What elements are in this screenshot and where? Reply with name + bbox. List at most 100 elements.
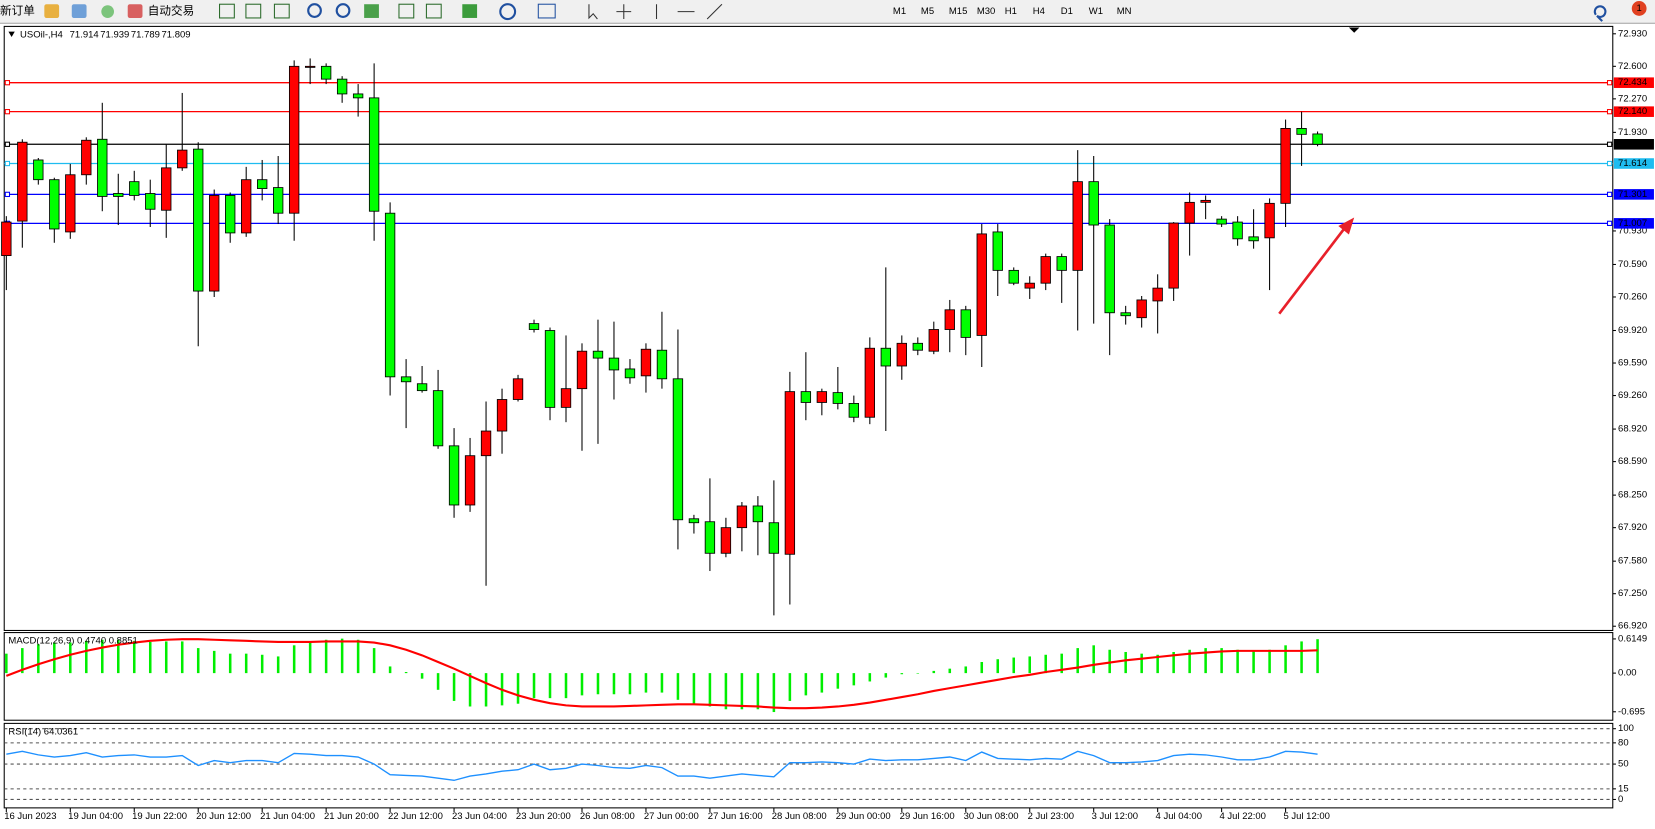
macd-bar (1252, 650, 1255, 674)
candle-body (1168, 222, 1179, 289)
candle-body (576, 350, 588, 390)
macd-bar (276, 656, 280, 674)
macd-panel (3, 632, 1614, 721)
candle-body (241, 179, 252, 234)
notification-badge[interactable] (1631, 1, 1647, 16)
candle-body (1040, 256, 1051, 284)
rsi-line (6, 750, 1318, 782)
shift-marker (1348, 27, 1360, 33)
search-icon[interactable] (1593, 5, 1607, 22)
macd-bar (244, 653, 248, 674)
macd-bar (724, 673, 728, 710)
timeframe-button[interactable]: M5 (921, 6, 934, 17)
macd-bar (388, 666, 392, 674)
candle-body (784, 391, 796, 555)
candle-body (320, 65, 332, 80)
icon[interactable] (245, 3, 262, 19)
timeframe-button[interactable]: D1 (1061, 6, 1073, 17)
macd-bar (468, 673, 472, 707)
icon[interactable] (537, 3, 556, 19)
macd-bar (101, 639, 104, 674)
x-tick-label: 3 Jul 12:00 (1092, 811, 1138, 822)
header-value: 71.809 (161, 29, 190, 40)
candle-body (448, 445, 460, 506)
icon[interactable] (44, 4, 60, 18)
icon[interactable] (616, 4, 632, 20)
icon[interactable] (588, 4, 598, 20)
candle-body (960, 309, 971, 338)
y-tick-label: 67.920 (1618, 522, 1647, 533)
y-tick-label: 69.590 (1618, 358, 1647, 369)
x-tick-label: 4 Jul 04:00 (1156, 811, 1202, 822)
macd-bar (1172, 651, 1175, 674)
macd-bar (1028, 656, 1031, 674)
candle-body (672, 378, 684, 521)
macd-bar (132, 640, 136, 674)
candle-body (304, 65, 316, 68)
macd-bar (1012, 657, 1016, 674)
macd-bar (1156, 654, 1159, 674)
icon[interactable] (364, 4, 379, 18)
macd-bar (356, 639, 360, 674)
timeframe-button[interactable]: H4 (1033, 6, 1045, 17)
macd-bar (644, 673, 648, 693)
macd-bar (324, 639, 328, 674)
timeframe-button[interactable]: W1 (1089, 6, 1103, 17)
macd-bar (884, 673, 888, 678)
macd-bar (37, 644, 40, 674)
macd-bar (772, 673, 776, 713)
candle-body (512, 378, 524, 400)
macd-bar (53, 642, 56, 674)
candle-body (1152, 287, 1163, 302)
candle-body (416, 383, 428, 392)
timeframe-button[interactable]: M1 (893, 6, 906, 17)
y-tick-label: 71.930 (1618, 127, 1647, 138)
candle-body (97, 138, 108, 197)
macd-bar (180, 641, 184, 674)
macd-bar (292, 645, 296, 674)
macd-bar (1188, 649, 1191, 674)
macd-bar (836, 673, 840, 689)
y-tick-label: 50 (1618, 759, 1629, 770)
icon[interactable] (499, 3, 517, 21)
icon[interactable] (219, 3, 235, 19)
signal-line (5, 638, 1318, 710)
price-label-bg (1613, 106, 1654, 117)
line-anchor (1606, 191, 1613, 198)
new-order-button[interactable]: 新订单 (0, 4, 35, 18)
toolbar-bg (0, 0, 1655, 24)
candle-body (528, 323, 540, 330)
candle-body (65, 174, 76, 233)
macd-bar (1060, 653, 1063, 674)
icon[interactable] (127, 4, 143, 18)
candle-body (17, 141, 28, 222)
icon[interactable] (273, 3, 290, 19)
price-label: 71.007 (1618, 218, 1647, 229)
candle-body (1216, 218, 1227, 225)
macd-bar (532, 673, 536, 699)
candle-body (800, 391, 812, 403)
auto-trading-button[interactable]: 自动交易 (148, 4, 194, 18)
candle-body (480, 430, 492, 457)
y-tick-label: 80 (1618, 737, 1629, 748)
price-label: 71.809 (1618, 139, 1647, 150)
timeframe-button[interactable]: M15 (949, 6, 967, 17)
candle-body (177, 149, 188, 169)
icon[interactable] (71, 4, 87, 18)
icon[interactable] (398, 3, 415, 19)
icon[interactable] (462, 4, 478, 18)
icon[interactable] (335, 3, 351, 18)
y-tick-label: 70.260 (1618, 292, 1647, 303)
icon[interactable] (307, 3, 322, 18)
macd-bar (1316, 639, 1319, 674)
icon[interactable] (101, 5, 114, 18)
y-tick-label: 0.6149 (1618, 633, 1647, 644)
icon[interactable] (655, 3, 723, 20)
candle-body (400, 376, 412, 383)
timeframe-button[interactable]: M30 (977, 6, 995, 17)
header-value: 71.914 (70, 29, 99, 40)
timeframe-button[interactable]: H1 (1005, 6, 1017, 17)
timeframe-button[interactable]: MN (1117, 6, 1132, 17)
icon[interactable] (425, 3, 442, 19)
macd-bar (1092, 645, 1095, 674)
